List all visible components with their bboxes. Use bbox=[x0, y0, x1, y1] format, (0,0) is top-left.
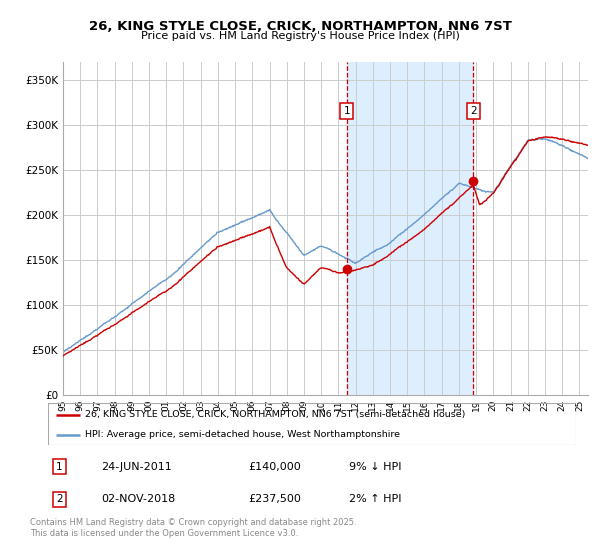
Text: Contains HM Land Registry data © Crown copyright and database right 2025.: Contains HM Land Registry data © Crown c… bbox=[30, 518, 356, 527]
Text: £140,000: £140,000 bbox=[248, 461, 301, 472]
Text: 26, KING STYLE CLOSE, CRICK, NORTHAMPTON, NN6 7ST (semi-detached house): 26, KING STYLE CLOSE, CRICK, NORTHAMPTON… bbox=[85, 410, 466, 419]
Text: Price paid vs. HM Land Registry's House Price Index (HPI): Price paid vs. HM Land Registry's House … bbox=[140, 31, 460, 41]
Text: 9% ↓ HPI: 9% ↓ HPI bbox=[349, 461, 401, 472]
Text: This data is licensed under the Open Government Licence v3.0.: This data is licensed under the Open Gov… bbox=[30, 529, 298, 538]
Text: 02-NOV-2018: 02-NOV-2018 bbox=[101, 494, 175, 505]
Text: 24-JUN-2011: 24-JUN-2011 bbox=[101, 461, 172, 472]
Text: 26, KING STYLE CLOSE, CRICK, NORTHAMPTON, NN6 7ST: 26, KING STYLE CLOSE, CRICK, NORTHAMPTON… bbox=[89, 20, 511, 32]
Text: HPI: Average price, semi-detached house, West Northamptonshire: HPI: Average price, semi-detached house,… bbox=[85, 430, 400, 439]
Text: 2: 2 bbox=[56, 494, 63, 505]
Text: 1: 1 bbox=[343, 106, 350, 116]
Text: £237,500: £237,500 bbox=[248, 494, 302, 505]
Text: 2: 2 bbox=[470, 106, 476, 116]
Bar bbox=[347, 62, 473, 395]
Text: 2% ↑ HPI: 2% ↑ HPI bbox=[349, 494, 401, 505]
Text: 1: 1 bbox=[56, 461, 63, 472]
